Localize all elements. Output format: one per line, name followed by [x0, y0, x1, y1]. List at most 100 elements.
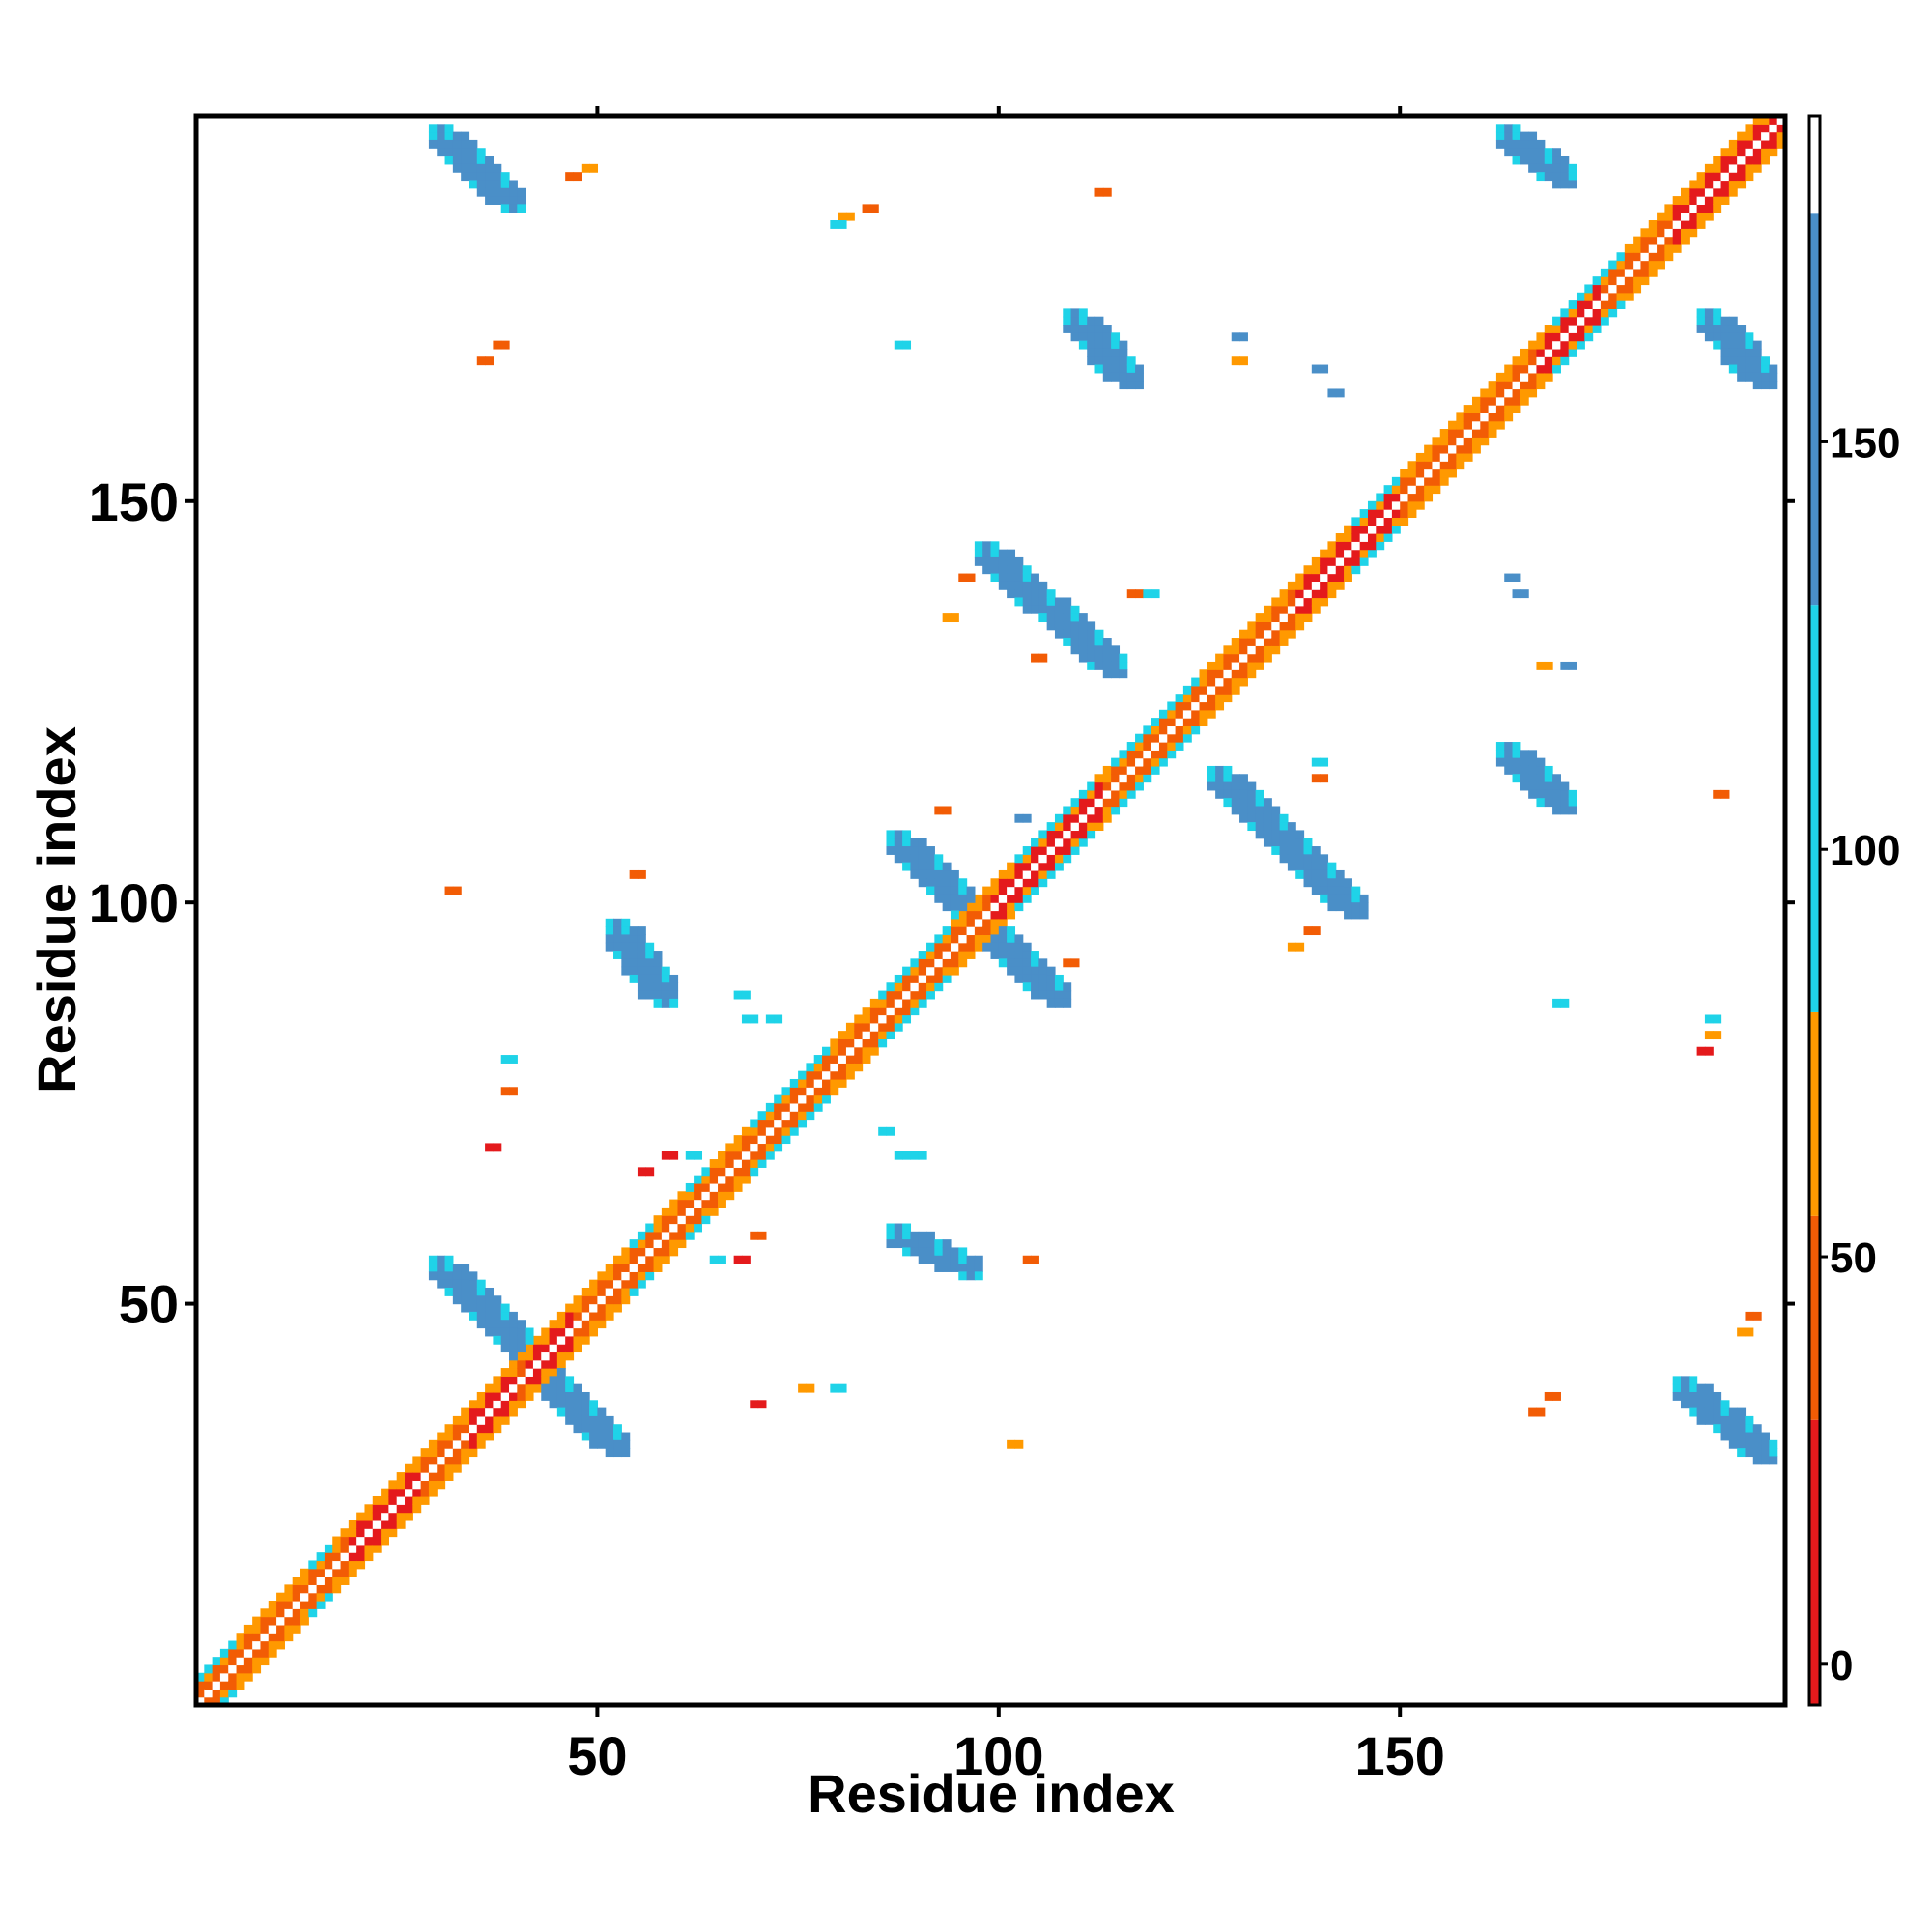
stripe-cell	[1696, 316, 1706, 326]
diagonal-cell	[509, 1359, 518, 1369]
contact-cell	[637, 869, 646, 879]
diagonal-cell	[990, 910, 1000, 920]
stripe-cell	[926, 869, 935, 879]
diagonal-cell	[621, 1255, 631, 1264]
stripe-cell	[1303, 878, 1313, 888]
stripe-cell	[485, 1303, 494, 1313]
stripe-cell	[1568, 180, 1577, 189]
stripe-cell	[1007, 581, 1016, 590]
diagonal-cell	[1584, 325, 1594, 333]
stripe-cell	[966, 1264, 976, 1272]
diagonal-cell	[284, 1616, 294, 1626]
diagonal-cell	[934, 951, 944, 959]
diagonal-cell	[894, 1007, 903, 1016]
stripe-cell	[1320, 894, 1329, 903]
diagonal-cell	[765, 1126, 775, 1136]
stripe-cell	[1007, 926, 1016, 936]
diagonal-cell	[461, 1424, 470, 1434]
diagonal-cell	[452, 1456, 462, 1465]
diagonal-cell	[493, 1424, 502, 1434]
stripe-cell	[1215, 789, 1225, 799]
diagonal-cell	[685, 1223, 695, 1233]
diagonal-cell	[532, 1351, 542, 1361]
stripe-cell	[621, 1432, 631, 1441]
diagonal-cell	[613, 1279, 622, 1289]
stripe-cell	[476, 180, 486, 189]
diagonal-cell	[1696, 180, 1706, 189]
diagonal-cell	[1126, 774, 1136, 783]
stripe-cell	[1536, 163, 1546, 173]
stripe-cell	[958, 886, 968, 895]
diagonal-cell	[284, 1600, 294, 1609]
stripe-cell	[1761, 356, 1770, 366]
diagonal-cell	[276, 1608, 285, 1618]
diagonal-cell	[806, 1087, 815, 1096]
diagonal-cell	[1456, 420, 1465, 430]
stripe-cell	[894, 1239, 903, 1249]
diagonal-cell	[757, 1119, 767, 1128]
diagonal-cell	[1344, 533, 1352, 542]
stripe-cell	[1752, 1432, 1762, 1441]
diagonal-cell	[1239, 677, 1248, 687]
diagonal-cell	[942, 974, 952, 983]
diagonal-cell	[1689, 228, 1698, 238]
diagonal-cell	[212, 1657, 221, 1666]
diagonal-cell	[1720, 196, 1730, 205]
stripe-cell	[886, 1239, 895, 1249]
diagonal-cell	[476, 1407, 486, 1417]
diagonal-cell	[1231, 669, 1240, 679]
diagonal-cell	[1640, 243, 1650, 253]
stripe-cell	[1287, 846, 1296, 855]
stripe-cell	[549, 1383, 558, 1393]
diagonal-cell	[372, 1528, 382, 1538]
stripe-cell	[1111, 364, 1121, 374]
stripe-cell	[990, 951, 1000, 959]
stripe-cell	[613, 1424, 622, 1434]
stripe-cell	[934, 862, 944, 871]
diagonal-cell	[308, 1600, 318, 1609]
stripe-cell	[1111, 653, 1121, 663]
stripe-cell	[942, 1255, 952, 1264]
contact-cell	[1512, 573, 1521, 582]
diagonal-cell	[974, 918, 983, 927]
diagonal-cell	[1007, 894, 1016, 903]
contact-cell	[694, 1151, 703, 1160]
diagonal-cell	[268, 1616, 277, 1626]
stripe-cell	[1560, 798, 1570, 808]
diagonal-cell	[332, 1552, 342, 1562]
diagonal-cell	[669, 1231, 679, 1240]
diagonal-cell	[1359, 541, 1369, 551]
diagonal-cell	[1223, 661, 1233, 670]
diagonal-cell	[1207, 669, 1216, 679]
diagonal-cell	[1720, 148, 1730, 157]
stripe-cell	[1745, 1424, 1754, 1434]
stripe-cell	[886, 838, 895, 847]
contact-cell	[950, 613, 959, 623]
stripe-cell	[918, 854, 927, 864]
diagonal-cell	[694, 1182, 703, 1192]
stripe-cell	[1014, 565, 1024, 575]
stripe-cell	[1111, 332, 1121, 342]
stripe-cell	[902, 854, 912, 864]
diagonal-cell	[1471, 396, 1481, 406]
diagonal-cell	[1391, 485, 1401, 495]
stripe-cell	[1303, 869, 1313, 879]
diagonal-cell	[1424, 476, 1434, 486]
diagonal-cell	[412, 1472, 422, 1481]
diagonal-cell	[1761, 156, 1770, 165]
stripe-cell	[1102, 332, 1112, 342]
diagonal-cell	[1520, 356, 1529, 366]
diagonal-cell	[1359, 509, 1369, 519]
stripe-cell	[1704, 325, 1714, 333]
stripe-cell	[461, 148, 470, 157]
y-tick-label: 100	[89, 872, 179, 933]
diagonal-cell	[1560, 348, 1570, 357]
stripe-cell	[942, 1264, 952, 1272]
stripe-cell	[1495, 131, 1505, 141]
diagonal-cell	[1737, 139, 1747, 149]
stripe-cell	[942, 1247, 952, 1257]
diagonal-cell	[589, 1303, 599, 1313]
diagonal-cell	[284, 1584, 294, 1594]
contact-cell	[500, 1055, 510, 1064]
stripe-cell	[605, 1432, 614, 1441]
